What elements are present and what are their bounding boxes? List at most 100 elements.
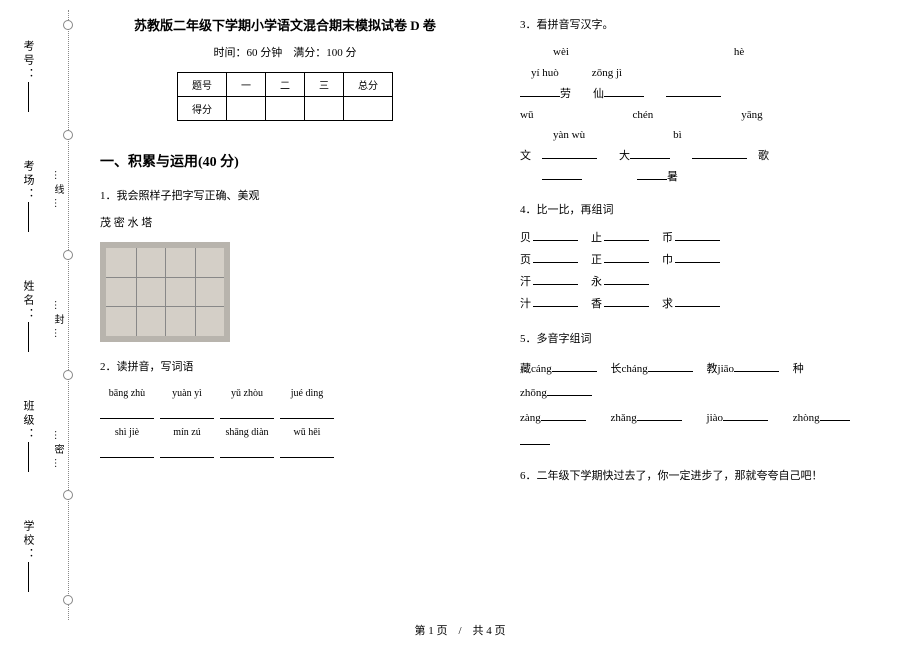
pinyin: zhǎng <box>611 412 637 424</box>
pinyin: cháng <box>622 363 648 375</box>
answer-blank[interactable] <box>666 85 721 97</box>
pinyin: shì jiè <box>100 423 154 442</box>
mark-feng: …封… <box>50 300 65 342</box>
pinyin: bāng zhù <box>100 384 154 403</box>
pinyin: yuàn yì <box>160 384 214 403</box>
label-kaochang: 考场： <box>20 160 36 232</box>
answer-blank[interactable] <box>160 407 214 419</box>
writing-grid-image <box>100 242 230 342</box>
answer-blank[interactable] <box>552 360 597 372</box>
char: 巾 <box>662 249 673 271</box>
answer-blank[interactable] <box>637 168 667 180</box>
binding-circle <box>63 130 73 140</box>
score-cell[interactable] <box>305 97 344 121</box>
binding-circle <box>63 370 73 380</box>
binding-margin: 考号： 考场： 姓名： 班级： 学校： …线… …封… …密… <box>0 0 90 650</box>
section-1-heading: 一、积累与运用(40 分) <box>100 151 470 171</box>
score-cell[interactable] <box>266 97 305 121</box>
score-table: 题号 一 二 三 总分 得分 <box>177 72 393 121</box>
char: 长 <box>611 363 622 375</box>
question-2: 2．读拼音，写词语 bāng zhù yuàn yì yǔ zhòu jué d… <box>100 357 470 458</box>
binding-dotted-line <box>68 10 69 620</box>
answer-blank[interactable] <box>675 229 720 241</box>
answer-blank[interactable] <box>648 360 693 372</box>
label-xingming: 姓名： <box>20 280 36 352</box>
q6-title: 6．二年级下学期快过去了，你一定进步了，那就夸夸自己吧！ <box>520 466 890 487</box>
answer-blank[interactable] <box>541 409 586 421</box>
answer-blank[interactable] <box>520 433 550 445</box>
th-1: 一 <box>227 73 266 97</box>
pinyin: jiào <box>707 412 724 424</box>
answer-blank[interactable] <box>100 407 154 419</box>
page-footer: 第 1 页 / 共 4 页 <box>0 622 920 638</box>
label-kaohao: 考号： <box>20 40 36 112</box>
binding-circle <box>63 20 73 30</box>
answer-blank[interactable] <box>604 273 649 285</box>
answer-blank[interactable] <box>533 251 578 263</box>
label-banji: 班级： <box>20 400 36 472</box>
answer-blank[interactable] <box>533 273 578 285</box>
char: 教 <box>707 363 718 375</box>
th-3: 三 <box>305 73 344 97</box>
answer-blank[interactable] <box>100 446 154 458</box>
answer-blank[interactable] <box>604 229 649 241</box>
pinyin: wū hēi <box>280 423 334 442</box>
answer-blank[interactable] <box>520 85 560 97</box>
answer-blank[interactable] <box>280 446 334 458</box>
char: 种 <box>793 363 804 375</box>
answer-blank[interactable] <box>604 251 649 263</box>
q1-title: 1．我会照样子把字写正确、美观 <box>100 186 470 207</box>
char: 止 <box>591 227 602 249</box>
score-cell[interactable] <box>344 97 393 121</box>
answer-blank[interactable] <box>547 384 592 396</box>
answer-blank[interactable] <box>220 407 274 419</box>
q1-chars: 茂 密 水 塔 <box>100 213 470 234</box>
mark-mi: …密… <box>50 430 65 472</box>
pinyin: yǔ zhòu <box>220 384 274 403</box>
th-2: 二 <box>266 73 305 97</box>
answer-blank[interactable] <box>637 409 682 421</box>
th-total: 总分 <box>344 73 393 97</box>
q2-row1: bāng zhù yuàn yì yǔ zhòu jué dìng <box>100 384 470 419</box>
char: 页 <box>520 249 531 271</box>
score-cell[interactable] <box>227 97 266 121</box>
q2-title: 2．读拼音，写词语 <box>100 357 470 378</box>
answer-blank[interactable] <box>542 147 597 159</box>
paper-subtitle: 时间：60 分钟 满分：100 分 <box>100 44 470 60</box>
q2-row2: shì jiè mín zú shāng diàn wū hēi <box>100 423 470 458</box>
answer-blank[interactable] <box>723 409 768 421</box>
char: 香 <box>591 293 602 315</box>
q3-title: 3．看拼音写汉字。 <box>520 15 890 36</box>
answer-blank[interactable] <box>734 360 779 372</box>
char: 永 <box>591 271 602 293</box>
answer-blank[interactable] <box>533 229 578 241</box>
answer-blank[interactable] <box>675 295 720 307</box>
pinyin: jué dìng <box>280 384 334 403</box>
answer-blank[interactable] <box>604 85 644 97</box>
answer-blank[interactable] <box>604 295 649 307</box>
char: 正 <box>591 249 602 271</box>
pinyin: mín zú <box>160 423 214 442</box>
q4-title: 4．比一比，再组词 <box>520 200 890 221</box>
td-defen: 得分 <box>178 97 227 121</box>
answer-blank[interactable] <box>675 251 720 263</box>
char: 币 <box>662 227 673 249</box>
answer-blank[interactable] <box>542 168 582 180</box>
answer-blank[interactable] <box>692 147 747 159</box>
char: 藏 <box>520 363 531 375</box>
pinyin: cáng <box>531 363 552 375</box>
pinyin: zhòng <box>793 412 820 424</box>
q5-title: 5．多音字组词 <box>520 327 890 351</box>
binding-circle <box>63 595 73 605</box>
content-columns: 苏教版二年级下学期小学语文混合期末模拟试卷 D 卷 时间：60 分钟 满分：10… <box>100 15 890 610</box>
answer-blank[interactable] <box>160 446 214 458</box>
char: 汗 <box>520 271 531 293</box>
answer-blank[interactable] <box>533 295 578 307</box>
char: 汁 <box>520 293 531 315</box>
answer-blank[interactable] <box>820 409 850 421</box>
answer-blank[interactable] <box>220 446 274 458</box>
question-5: 5．多音字组词 藏cáng 长cháng 教jiāo 种zhōng zàng z… <box>520 327 890 454</box>
answer-blank[interactable] <box>630 147 670 159</box>
th-tihao: 题号 <box>178 73 227 97</box>
answer-blank[interactable] <box>280 407 334 419</box>
